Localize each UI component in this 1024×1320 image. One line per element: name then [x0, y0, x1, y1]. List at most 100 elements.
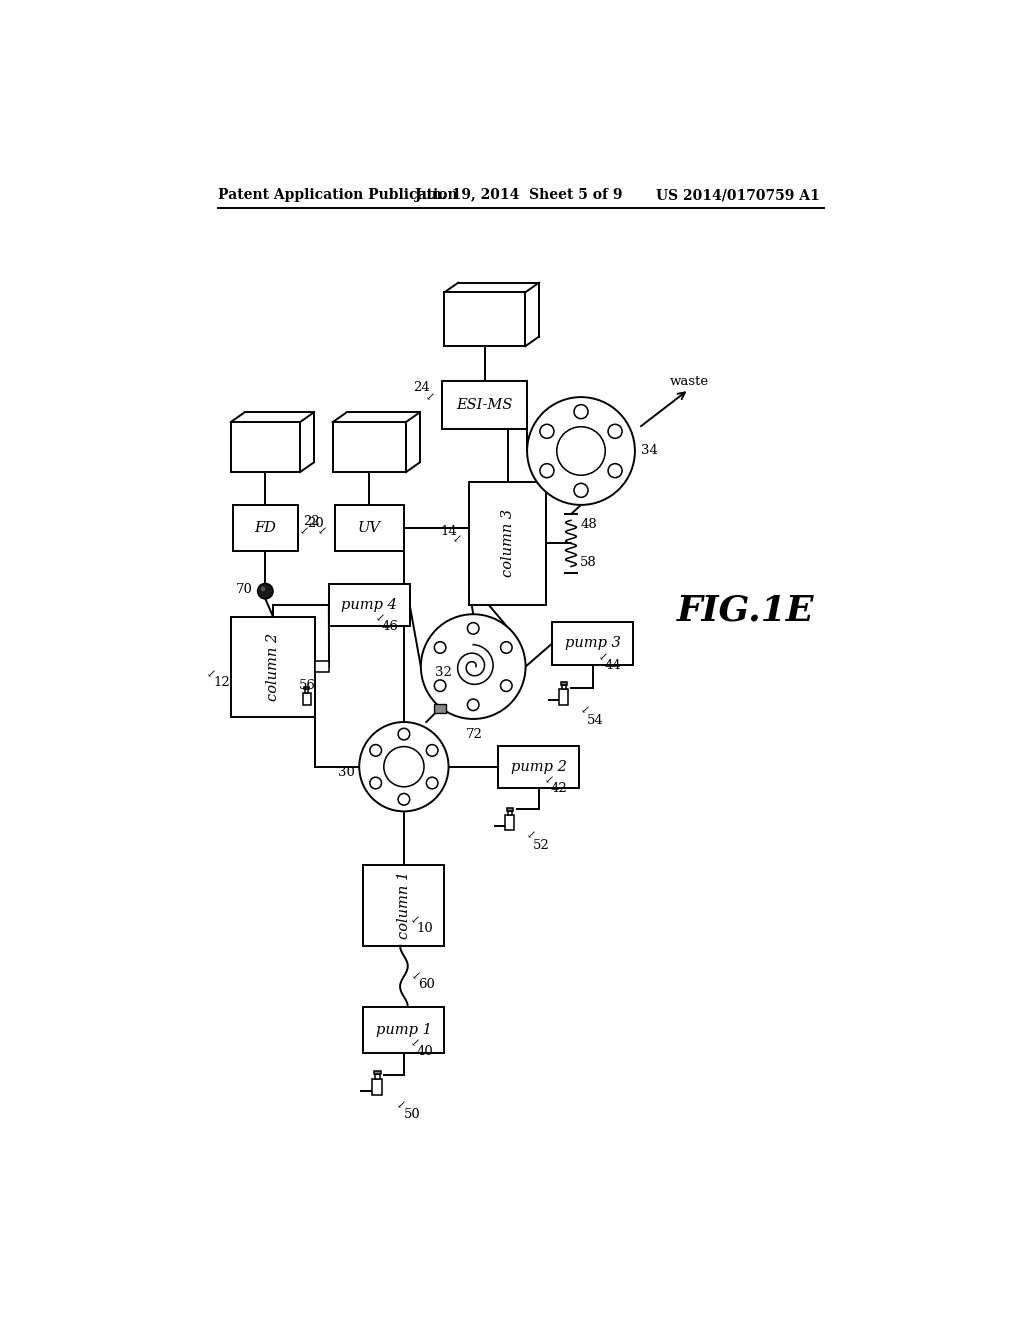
Text: ↙: ↙ — [581, 706, 590, 715]
Text: 34: 34 — [641, 445, 658, 458]
Bar — [561, 685, 566, 689]
Text: 10: 10 — [416, 921, 433, 935]
Bar — [444, 293, 525, 346]
Text: 40: 40 — [416, 1045, 433, 1059]
Text: 32: 32 — [435, 667, 452, 680]
Bar — [442, 381, 527, 429]
Bar — [364, 1007, 444, 1053]
Bar — [469, 482, 547, 605]
Text: 22: 22 — [303, 515, 319, 528]
Text: 46: 46 — [382, 620, 398, 634]
Circle shape — [608, 463, 623, 478]
Text: ↙: ↙ — [453, 535, 462, 545]
Text: 48: 48 — [581, 517, 597, 531]
Bar — [315, 661, 329, 672]
Text: ↙: ↙ — [300, 527, 309, 536]
Circle shape — [540, 463, 554, 478]
Text: UV: UV — [357, 521, 381, 535]
Bar — [333, 422, 406, 473]
Text: ↙: ↙ — [425, 392, 435, 403]
Text: ↙: ↙ — [396, 1101, 406, 1110]
Circle shape — [574, 405, 588, 418]
Text: ↙: ↙ — [545, 776, 554, 785]
Text: ↙: ↙ — [410, 916, 420, 925]
Text: column 3: column 3 — [501, 510, 515, 577]
Circle shape — [527, 397, 635, 504]
Text: 58: 58 — [581, 556, 597, 569]
Text: pump 1: pump 1 — [376, 1023, 432, 1038]
Text: 44: 44 — [605, 659, 622, 672]
Text: 14: 14 — [440, 525, 457, 539]
Bar — [508, 810, 512, 814]
Bar — [230, 422, 300, 473]
Bar — [434, 704, 446, 713]
Text: ↙: ↙ — [317, 527, 327, 536]
Circle shape — [608, 424, 623, 438]
Bar — [364, 865, 444, 945]
Bar — [305, 689, 308, 693]
Text: column 2: column 2 — [266, 632, 280, 701]
Text: FIG.1E: FIG.1E — [677, 594, 815, 627]
Text: ESI-MS: ESI-MS — [457, 397, 513, 412]
Bar — [230, 616, 315, 717]
Bar — [559, 689, 568, 705]
Circle shape — [258, 583, 273, 599]
Text: 52: 52 — [532, 840, 549, 853]
Text: waste: waste — [670, 375, 709, 388]
Bar — [335, 506, 403, 552]
Circle shape — [501, 680, 512, 692]
Text: 50: 50 — [403, 1109, 421, 1121]
Text: US 2014/0170759 A1: US 2014/0170759 A1 — [656, 189, 820, 202]
Circle shape — [467, 700, 479, 710]
Circle shape — [574, 483, 588, 498]
Bar — [232, 506, 298, 552]
Circle shape — [501, 642, 512, 653]
Text: Jun. 19, 2014  Sheet 5 of 9: Jun. 19, 2014 Sheet 5 of 9 — [416, 189, 623, 202]
Circle shape — [557, 426, 605, 475]
Text: pump 2: pump 2 — [511, 760, 566, 774]
Circle shape — [398, 793, 410, 805]
Text: 12: 12 — [214, 676, 230, 689]
Circle shape — [434, 680, 445, 692]
Circle shape — [384, 747, 424, 787]
Bar — [505, 814, 514, 830]
Circle shape — [426, 744, 438, 756]
Bar — [507, 808, 513, 810]
Bar — [561, 682, 566, 685]
Text: 42: 42 — [551, 781, 567, 795]
Circle shape — [370, 744, 382, 756]
Bar — [304, 686, 309, 689]
Circle shape — [434, 642, 445, 653]
Text: ↙: ↙ — [599, 652, 608, 663]
Bar — [375, 1074, 380, 1078]
Text: 60: 60 — [418, 978, 434, 990]
Bar — [303, 693, 310, 705]
Text: column 1: column 1 — [397, 871, 411, 940]
Text: FD: FD — [254, 521, 276, 535]
Text: 20: 20 — [307, 517, 324, 529]
Text: Patent Application Publication: Patent Application Publication — [217, 189, 457, 202]
Circle shape — [261, 586, 265, 591]
Circle shape — [370, 777, 382, 789]
Bar — [499, 746, 580, 788]
Text: pump 3: pump 3 — [564, 636, 621, 651]
Bar — [552, 622, 633, 665]
Text: pump 4: pump 4 — [341, 598, 397, 612]
Text: ↙: ↙ — [526, 830, 536, 841]
Text: ↙: ↙ — [412, 972, 421, 981]
Bar — [373, 1078, 382, 1096]
Text: ↙: ↙ — [376, 614, 385, 624]
Bar — [374, 1071, 381, 1074]
Circle shape — [426, 777, 438, 789]
Circle shape — [359, 722, 449, 812]
Circle shape — [421, 614, 525, 719]
Circle shape — [467, 623, 479, 634]
Text: ↙: ↙ — [410, 1039, 420, 1049]
Circle shape — [540, 424, 554, 438]
Text: 30: 30 — [338, 767, 354, 779]
Bar — [329, 583, 410, 626]
Text: ↙: ↙ — [206, 669, 215, 680]
Text: 70: 70 — [237, 583, 253, 597]
Text: 72: 72 — [466, 727, 482, 741]
Text: 24: 24 — [413, 381, 430, 395]
